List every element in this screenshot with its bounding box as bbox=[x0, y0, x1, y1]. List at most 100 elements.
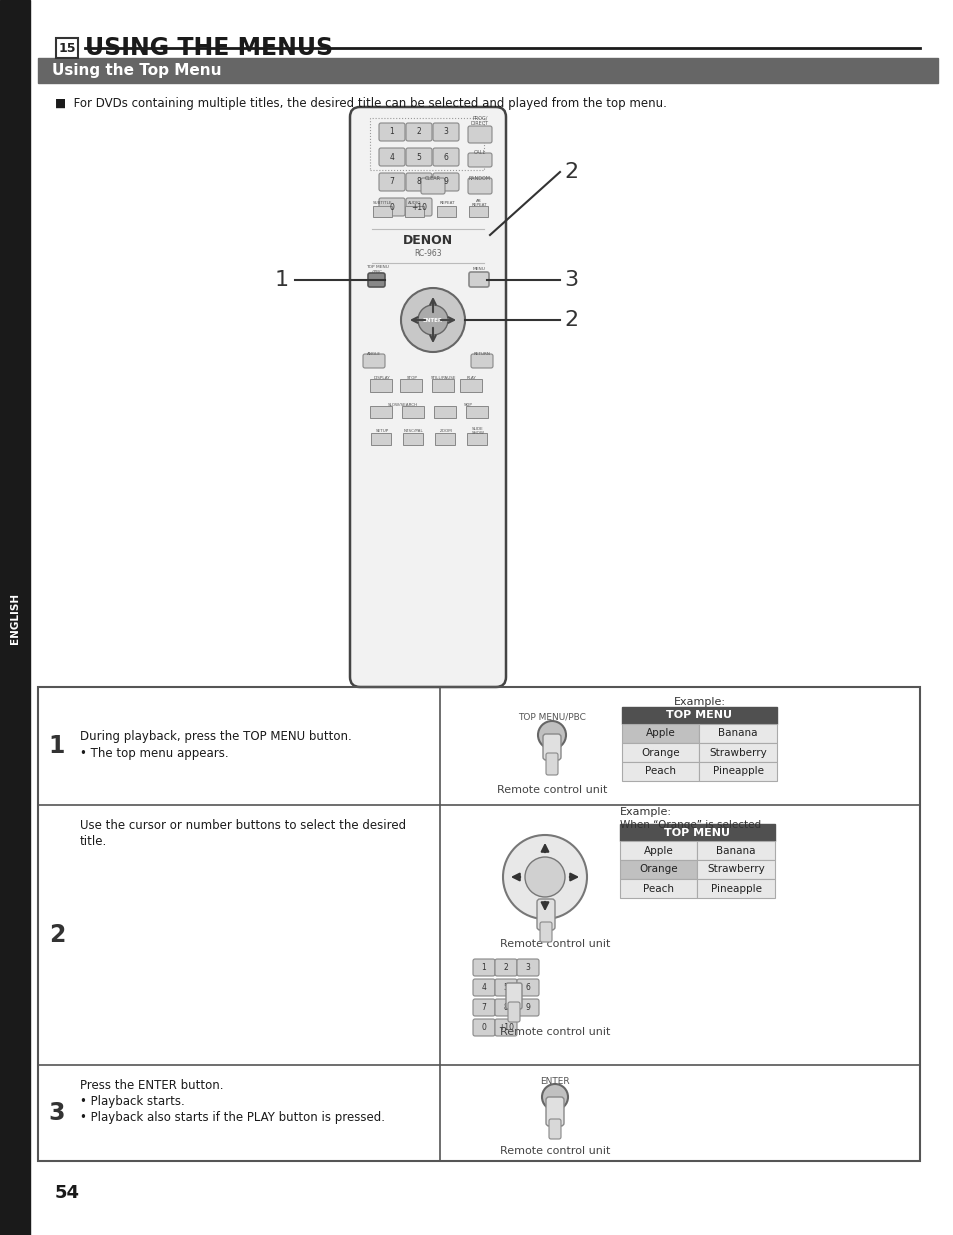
Text: 9: 9 bbox=[443, 178, 448, 186]
Text: DISPLAY: DISPLAY bbox=[374, 375, 390, 380]
Bar bbox=[402, 433, 422, 445]
FancyBboxPatch shape bbox=[471, 354, 493, 368]
Circle shape bbox=[502, 835, 586, 919]
Text: Remote control unit: Remote control unit bbox=[497, 785, 606, 795]
Text: 0: 0 bbox=[389, 203, 394, 211]
Text: Remote control unit: Remote control unit bbox=[499, 1028, 610, 1037]
Text: TOP MENU/PBC: TOP MENU/PBC bbox=[517, 713, 585, 721]
FancyBboxPatch shape bbox=[406, 198, 432, 216]
Text: SLOW/SEARCH: SLOW/SEARCH bbox=[388, 403, 417, 408]
Text: NTSC/PAL: NTSC/PAL bbox=[404, 429, 423, 433]
Text: 2: 2 bbox=[416, 127, 421, 137]
Bar bbox=[465, 406, 488, 417]
Text: • Playback starts.: • Playback starts. bbox=[80, 1095, 185, 1108]
Bar bbox=[370, 119, 483, 170]
Circle shape bbox=[417, 305, 448, 335]
Text: 4: 4 bbox=[481, 983, 486, 992]
Bar bbox=[38, 58, 937, 83]
Text: PROG/
DIRECT: PROG/ DIRECT bbox=[471, 116, 489, 126]
Circle shape bbox=[537, 721, 565, 748]
Text: Pineapple: Pineapple bbox=[712, 767, 763, 777]
Text: ZOOM: ZOOM bbox=[439, 429, 452, 433]
FancyBboxPatch shape bbox=[468, 126, 492, 143]
FancyBboxPatch shape bbox=[548, 1119, 560, 1139]
Bar bbox=[699, 724, 776, 743]
FancyBboxPatch shape bbox=[473, 1019, 495, 1036]
FancyBboxPatch shape bbox=[420, 178, 444, 194]
Text: Banana: Banana bbox=[718, 729, 758, 739]
Bar bbox=[699, 762, 776, 781]
Text: RC-963: RC-963 bbox=[414, 248, 441, 258]
FancyBboxPatch shape bbox=[433, 173, 458, 191]
Text: AUDIO: AUDIO bbox=[408, 201, 421, 205]
Bar bbox=[699, 743, 776, 762]
Text: Remote control unit: Remote control unit bbox=[499, 1146, 610, 1156]
FancyBboxPatch shape bbox=[378, 148, 405, 165]
Text: 7: 7 bbox=[389, 178, 394, 186]
Text: 3: 3 bbox=[563, 270, 578, 290]
Text: 4: 4 bbox=[389, 152, 394, 162]
Text: Press the ENTER button.: Press the ENTER button. bbox=[80, 1079, 223, 1092]
Text: 8: 8 bbox=[416, 178, 421, 186]
FancyBboxPatch shape bbox=[368, 273, 385, 287]
Text: 1: 1 bbox=[389, 127, 394, 137]
Text: USING THE MENUS: USING THE MENUS bbox=[85, 36, 333, 61]
FancyBboxPatch shape bbox=[537, 899, 555, 930]
FancyBboxPatch shape bbox=[495, 999, 517, 1016]
Text: • Playback also starts if the PLAY button is pressed.: • Playback also starts if the PLAY butto… bbox=[80, 1112, 385, 1124]
FancyBboxPatch shape bbox=[468, 178, 492, 194]
Text: SUBTITLE: SUBTITLE bbox=[373, 201, 393, 205]
Bar bbox=[436, 206, 456, 217]
Text: 3: 3 bbox=[49, 1100, 65, 1125]
Text: +10: +10 bbox=[497, 1023, 514, 1031]
Text: 9: 9 bbox=[525, 1003, 530, 1011]
Bar bbox=[621, 743, 699, 762]
Text: 2: 2 bbox=[503, 962, 508, 972]
Text: Pineapple: Pineapple bbox=[710, 883, 760, 893]
Text: 2: 2 bbox=[563, 162, 578, 182]
Bar bbox=[370, 406, 392, 417]
Text: During playback, press the TOP MENU button.: During playback, press the TOP MENU butt… bbox=[80, 730, 352, 743]
Text: 0: 0 bbox=[481, 1023, 486, 1031]
FancyBboxPatch shape bbox=[406, 148, 432, 165]
Text: ENTER: ENTER bbox=[422, 317, 442, 322]
Text: 1: 1 bbox=[49, 734, 65, 758]
Bar bbox=[619, 824, 774, 841]
Circle shape bbox=[541, 1084, 567, 1110]
FancyBboxPatch shape bbox=[542, 734, 560, 760]
Text: 8: 8 bbox=[503, 1003, 508, 1011]
Text: 5: 5 bbox=[503, 983, 508, 992]
Text: SKIP: SKIP bbox=[463, 403, 472, 408]
Bar bbox=[467, 433, 486, 445]
Text: ENTER: ENTER bbox=[539, 1077, 569, 1087]
FancyBboxPatch shape bbox=[495, 960, 517, 976]
FancyBboxPatch shape bbox=[495, 979, 517, 995]
FancyBboxPatch shape bbox=[545, 753, 558, 776]
Bar bbox=[459, 379, 481, 391]
FancyBboxPatch shape bbox=[469, 272, 489, 287]
Text: Strawberry: Strawberry bbox=[709, 747, 766, 757]
Text: /PBC: /PBC bbox=[372, 270, 381, 274]
Bar bbox=[619, 841, 697, 860]
FancyBboxPatch shape bbox=[507, 1002, 519, 1023]
Text: 1: 1 bbox=[481, 962, 486, 972]
Text: Apple: Apple bbox=[643, 846, 673, 856]
Bar bbox=[621, 706, 776, 724]
Text: PLAY: PLAY bbox=[467, 375, 476, 380]
Bar bbox=[373, 206, 392, 217]
Text: Example:: Example: bbox=[619, 806, 671, 818]
Text: Using the Top Menu: Using the Top Menu bbox=[52, 63, 221, 78]
Text: Use the cursor or number buttons to select the desired: Use the cursor or number buttons to sele… bbox=[80, 819, 406, 832]
Bar bbox=[619, 860, 697, 879]
Bar bbox=[697, 841, 774, 860]
FancyBboxPatch shape bbox=[545, 1097, 563, 1126]
Text: 5: 5 bbox=[416, 152, 421, 162]
Text: SETUP: SETUP bbox=[375, 429, 388, 433]
Text: RETURN: RETURN bbox=[473, 352, 490, 356]
Circle shape bbox=[524, 857, 564, 897]
FancyBboxPatch shape bbox=[539, 923, 552, 942]
Text: CALL: CALL bbox=[474, 151, 486, 156]
Bar bbox=[38, 687, 919, 1161]
Text: 2: 2 bbox=[49, 923, 65, 947]
Text: 54: 54 bbox=[55, 1184, 80, 1202]
